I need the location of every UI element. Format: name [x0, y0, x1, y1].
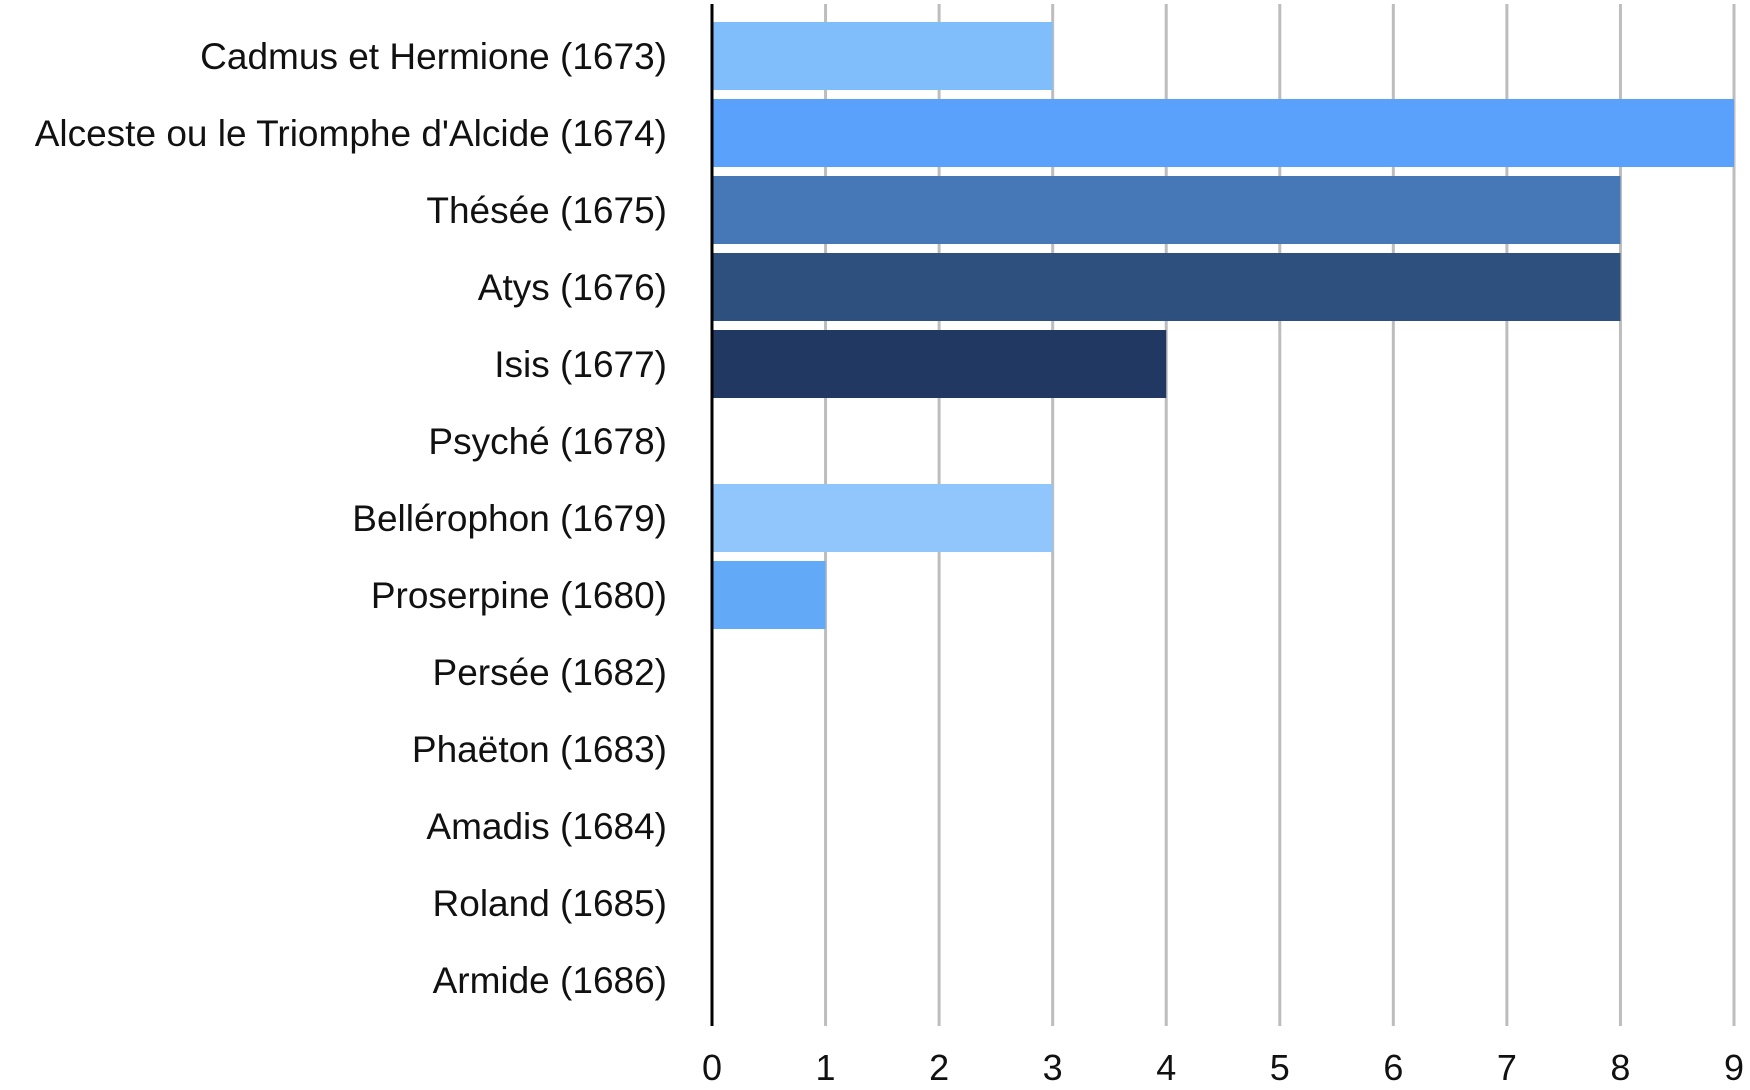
- x-tick-label: 9: [1724, 1047, 1744, 1085]
- x-tick-label: 8: [1610, 1047, 1630, 1085]
- category-label: Roland (1685): [433, 883, 667, 924]
- category-label: Persée (1682): [433, 652, 667, 693]
- category-label: Phaëton (1683): [412, 729, 667, 770]
- x-tick-label: 7: [1497, 1047, 1517, 1085]
- category-label: Alceste ou le Triomphe d'Alcide (1674): [35, 113, 667, 154]
- bar: [712, 253, 1621, 321]
- category-label: Psyché (1678): [428, 421, 667, 462]
- bar: [712, 99, 1734, 167]
- bars: [712, 22, 1734, 629]
- bar: [712, 330, 1167, 398]
- category-label: Proserpine (1680): [371, 575, 667, 616]
- x-tick-label: 1: [816, 1047, 836, 1085]
- x-tick-label: 0: [702, 1047, 722, 1085]
- category-label: Bellérophon (1679): [352, 498, 667, 539]
- bar: [712, 176, 1621, 244]
- bar: [712, 561, 826, 629]
- x-tick-label: 5: [1270, 1047, 1290, 1085]
- category-label: Atys (1676): [478, 267, 667, 308]
- category-label: Thésée (1675): [426, 190, 667, 231]
- x-tick-label: 2: [929, 1047, 949, 1085]
- category-labels: Cadmus et Hermione (1673) Alceste ou le T…: [35, 36, 667, 1001]
- category-label: Amadis (1684): [426, 806, 667, 847]
- bar: [712, 484, 1053, 552]
- x-tick-labels: 0 1 2 3 4 5 6 7 8 9: [702, 1047, 1744, 1088]
- grid-lines: [824, 4, 1736, 1026]
- x-tick-label: 6: [1383, 1047, 1403, 1085]
- x-tick-label: 4: [1156, 1047, 1176, 1085]
- x-tick-label: 3: [1043, 1047, 1063, 1085]
- category-label: Isis (1677): [494, 344, 667, 385]
- category-label: Cadmus et Hermione (1673): [200, 36, 667, 77]
- category-label: Armide (1686): [433, 960, 667, 1001]
- bar: [712, 22, 1053, 90]
